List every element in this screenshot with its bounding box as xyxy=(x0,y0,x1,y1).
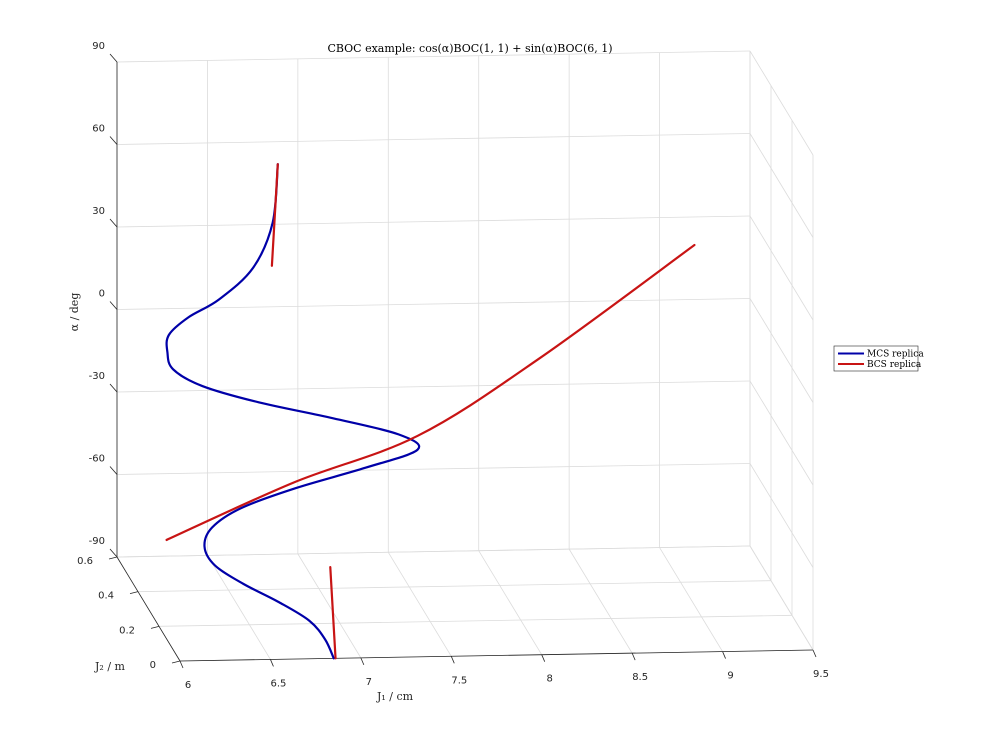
floor-grid-x xyxy=(659,547,723,652)
axes xyxy=(108,53,817,669)
floor-grid-x xyxy=(478,550,543,655)
side-grid-z xyxy=(749,380,814,486)
z-tick-label: 60 xyxy=(92,124,105,135)
tick-labels: 6 6.5 7 7.5 8 8.5 9 9.5 0 0.2 0.4 0.6 -90 -60 -30 0 30 60… xyxy=(77,41,829,691)
y-axis-title: J₂ / m xyxy=(94,660,126,673)
z-tick-mark xyxy=(109,53,118,63)
z-tick-mark xyxy=(109,218,118,228)
side-grid-z xyxy=(749,133,814,238)
y-tick-label: 0 xyxy=(150,660,156,671)
y-tick-mark xyxy=(129,591,139,595)
x-tick-label: 8 xyxy=(547,674,553,685)
x-tick-mark xyxy=(360,657,365,666)
x-tick-mark xyxy=(722,651,726,659)
z-tick-mark xyxy=(109,383,118,393)
y-tick-mark xyxy=(150,625,160,629)
x-tick-mark xyxy=(179,660,184,669)
z-tick-label: -60 xyxy=(89,454,105,465)
y-tick-mark xyxy=(108,556,118,560)
y-tick-label: 0.6 xyxy=(77,556,93,567)
z-tick-label: 30 xyxy=(92,206,105,217)
z-tick-label: 0 xyxy=(99,289,105,300)
x-tick-label: 6.5 xyxy=(270,678,286,689)
legend: MCS replica BCS replica xyxy=(833,345,924,372)
z-tick-label: -30 xyxy=(89,371,105,382)
x-tick-label: 9 xyxy=(727,671,733,682)
floor-grid-x xyxy=(297,553,362,659)
chart-title: CBOC example: cos(α)BOC(1, 1) + sin(α)BO… xyxy=(327,42,612,55)
side-grid-z xyxy=(749,298,814,403)
back-grid-z xyxy=(116,298,751,310)
back-grid-z xyxy=(116,380,751,393)
z-tick-label: 90 xyxy=(92,41,105,52)
back-grid-z xyxy=(116,463,751,475)
x-tick-mark xyxy=(450,656,455,664)
y-tick-label: 0.2 xyxy=(119,625,135,636)
x-axis-title: J₁ / cm xyxy=(376,690,414,703)
side-grid-z xyxy=(749,545,814,651)
x-axis-line xyxy=(179,649,814,662)
y-tick-label: 0.4 xyxy=(98,591,114,602)
x-tick-label: 6 xyxy=(185,680,191,691)
z-tick-mark xyxy=(109,466,118,475)
series-1-line-1 xyxy=(165,243,696,542)
x-tick-label: 7.5 xyxy=(451,675,467,686)
floor-grid-y xyxy=(137,580,772,593)
x-tick-mark xyxy=(541,654,546,662)
x-tick-mark xyxy=(631,652,636,661)
legend-label-mcs: MCS replica xyxy=(867,350,924,360)
floor-grid-x xyxy=(568,548,633,654)
side-grid-z xyxy=(749,463,814,568)
z-tick-mark xyxy=(109,548,118,558)
data-series xyxy=(165,163,696,660)
z-tick-mark xyxy=(109,136,118,145)
x-tick-label: 8.5 xyxy=(632,672,648,683)
x-tick-mark xyxy=(270,659,274,667)
side-grid-z xyxy=(749,215,814,321)
back-grid-z xyxy=(116,50,751,63)
floor-grid-x xyxy=(387,552,452,657)
series-0-line-0 xyxy=(165,163,421,660)
side-grid-z xyxy=(749,50,814,156)
y-axis-line xyxy=(116,556,181,662)
z-tick-label: -90 xyxy=(89,536,105,547)
back-grid-z xyxy=(116,215,751,228)
floor-grid-y xyxy=(158,614,793,627)
legend-box xyxy=(833,345,919,372)
legend-label-bcs: BCS replica xyxy=(867,360,922,370)
series-1-line-2 xyxy=(270,163,279,267)
series-1-line-0 xyxy=(329,566,337,660)
y-tick-mark xyxy=(171,660,181,664)
back-grid-z xyxy=(116,545,751,558)
z-axis-title: α / deg xyxy=(68,293,81,332)
z-tick-mark xyxy=(109,301,118,310)
x-tick-mark xyxy=(812,649,817,658)
back-grid-z xyxy=(116,133,751,145)
x-tick-label: 9.5 xyxy=(813,669,829,680)
floor-grid-x xyxy=(207,555,271,660)
x-tick-label: 7 xyxy=(366,677,372,688)
